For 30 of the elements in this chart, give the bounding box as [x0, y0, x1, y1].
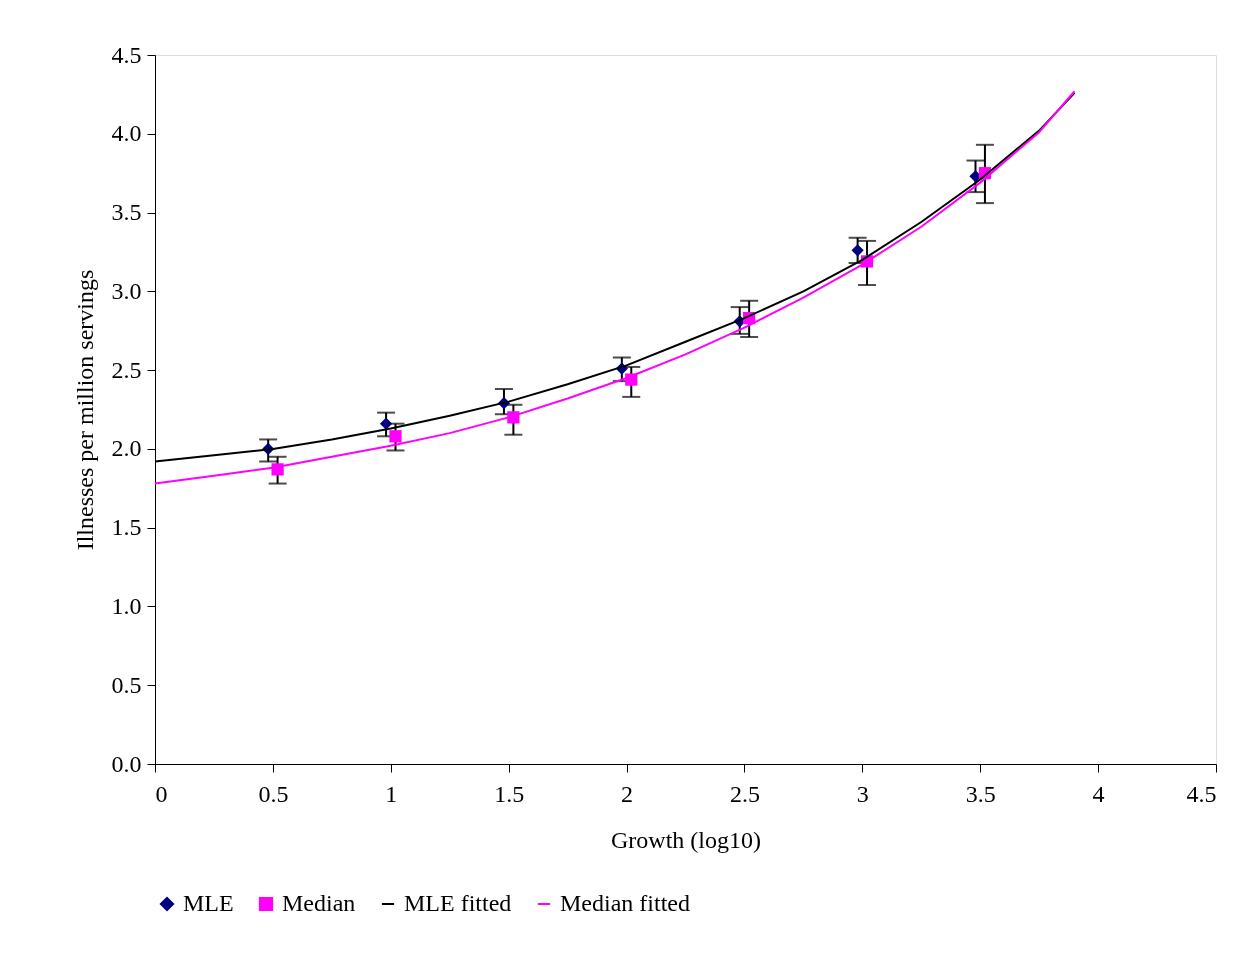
- x-tick-label: 1: [385, 780, 398, 807]
- x-tick-label: 1.5: [494, 780, 525, 807]
- x-tick-label: 4: [1092, 780, 1105, 807]
- point: [851, 244, 864, 257]
- x-tick-label: 3.5: [965, 780, 996, 807]
- y-tick-label: 1.5: [111, 514, 142, 541]
- x-tick-label: 2.5: [729, 780, 760, 807]
- legend-label: MLE fitted: [404, 890, 512, 916]
- legend-label: Median fitted: [560, 890, 690, 916]
- x-tick-label: 0.5: [258, 780, 289, 807]
- point: [507, 411, 520, 424]
- y-tick-label: 2.5: [111, 356, 142, 383]
- point: [379, 417, 393, 430]
- y-tick-label: 4.0: [111, 120, 142, 147]
- y-tick-label: 2.0: [111, 435, 142, 462]
- y-tick-label: 4.5: [111, 41, 142, 68]
- y-tick-label: 1.0: [111, 592, 142, 619]
- y-axis-title: Illnesses per million servings: [71, 269, 98, 551]
- legend-label: Median: [282, 890, 356, 916]
- y-tick-label: 0.0: [111, 750, 142, 777]
- x-tick-label: 0: [155, 780, 168, 807]
- x-axis-title: Growth (log10): [611, 826, 761, 853]
- y-tick-label: 0.5: [111, 671, 142, 698]
- y-tick-label: 3.0: [111, 277, 142, 304]
- x-tick-label: 4.5: [1186, 780, 1217, 807]
- x-tick-label: 3: [856, 780, 869, 807]
- legend-label: MLE: [183, 890, 234, 916]
- point: [389, 430, 402, 443]
- x-tick-label: 2: [621, 780, 634, 807]
- y-tick-label: 3.5: [111, 199, 142, 226]
